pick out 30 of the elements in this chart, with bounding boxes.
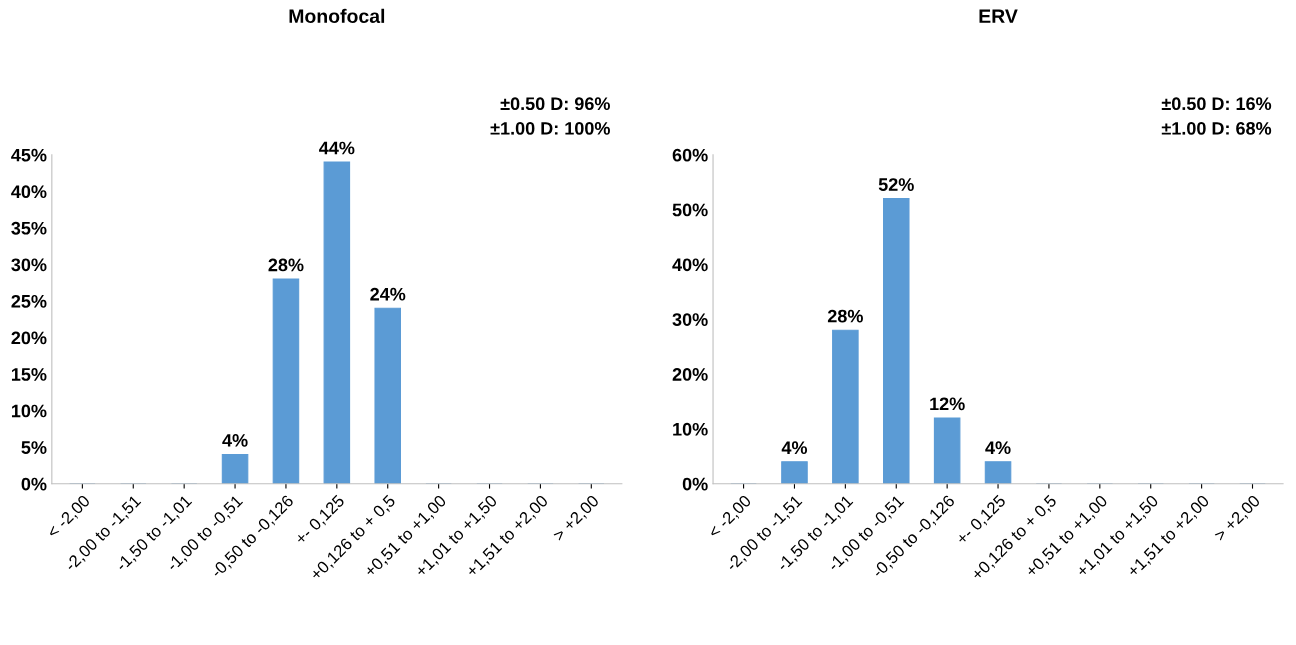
data-label: 52% xyxy=(878,178,914,191)
y-tick-label: 40% xyxy=(672,258,708,272)
y-tick-label: 20% xyxy=(672,368,708,381)
data-label: 12% xyxy=(930,397,965,411)
y-tick-label: 45% xyxy=(11,148,47,162)
text: ±0.50 D: 16% ±1.00 D: 68% xyxy=(1161,97,1272,135)
data-label: 24% xyxy=(370,287,406,301)
y-tick-label: 20% xyxy=(11,331,47,345)
data-label: 4% xyxy=(222,434,248,447)
y-tick-label: 25% xyxy=(11,294,47,308)
text: ±0.50 D: 96% ±1.00 D: 100% xyxy=(490,97,610,135)
y-tick-label: 60% xyxy=(672,148,708,162)
y-tick-label: 40% xyxy=(11,185,47,199)
data-label: 4% xyxy=(985,441,1011,455)
y-tick-label: 10% xyxy=(11,404,47,418)
data-label: 4% xyxy=(781,441,808,455)
chart-title: Monofocal xyxy=(289,8,385,24)
y-tick-label: 30% xyxy=(11,258,47,272)
data-label: 44% xyxy=(319,141,355,155)
chart-title: ERV xyxy=(979,9,1018,23)
y-tick-label: 0% xyxy=(682,477,708,491)
y-tick-label: 10% xyxy=(673,422,708,436)
y-tick-label: 30% xyxy=(672,313,708,327)
y-tick-label: 35% xyxy=(11,221,47,235)
y-tick-label: 0% xyxy=(21,477,47,491)
y-tick-label: 15% xyxy=(11,368,47,381)
data-label: 28% xyxy=(827,309,863,323)
data-label: 28% xyxy=(268,258,304,272)
y-tick-label: 50% xyxy=(672,203,708,217)
y-tick-label: 5% xyxy=(21,441,47,454)
